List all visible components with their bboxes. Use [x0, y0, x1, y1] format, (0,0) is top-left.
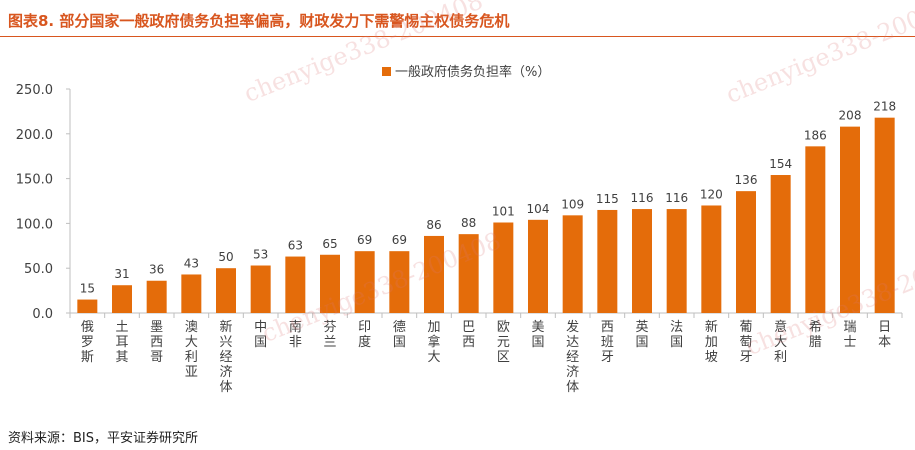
- bar-chart: 一般政府债务负担率（%） 0.0 50.0 100.0 150.0 200.0 250.0…: [16, 64, 903, 395]
- bar-value-label: 154: [769, 157, 792, 171]
- bar-value-label: 136: [735, 173, 758, 187]
- source-note: 资料来源：BIS，平安证券研究所: [8, 431, 199, 446]
- y-tick-label: 0.0: [32, 307, 53, 322]
- x-tick-label: 英国: [635, 320, 648, 350]
- bar: [458, 234, 479, 313]
- bar: [77, 299, 98, 313]
- bar: [250, 265, 271, 313]
- bar: [389, 251, 410, 313]
- bar: [597, 209, 618, 313]
- bar: [701, 205, 722, 313]
- x-tick-label: 澳大利亚: [185, 319, 198, 380]
- bar-value-label: 116: [665, 191, 688, 205]
- bar-value-label: 63: [288, 239, 303, 253]
- bar-value-label: 53: [253, 248, 268, 262]
- bar: [840, 126, 860, 313]
- bar-value-label: 109: [561, 197, 584, 211]
- bar: [181, 274, 202, 313]
- bar: [562, 215, 583, 313]
- bar-value-label: 15: [80, 282, 95, 296]
- legend-label: 一般政府债务负担率（%）: [395, 64, 550, 80]
- x-tick-label: 俄罗斯: [81, 320, 94, 365]
- bar-value-label: 104: [527, 202, 550, 216]
- bar: [528, 219, 548, 313]
- x-tick-label: 欧元区: [497, 320, 510, 365]
- bar: [216, 268, 236, 313]
- chart-legend: 一般政府债务负担率（%）: [382, 64, 550, 80]
- bar-value-label: 186: [804, 128, 827, 142]
- x-tick-label: 葡萄牙: [739, 320, 752, 365]
- bar-value-label: 101: [492, 205, 515, 219]
- bar-value-label: 88: [461, 216, 476, 230]
- x-tick-label: 芬兰: [323, 320, 336, 350]
- bar-value-label: 86: [426, 218, 441, 232]
- x-tick-label: 墨西哥: [150, 320, 163, 365]
- x-tick-label: 土耳其: [115, 320, 128, 365]
- bar: [736, 191, 756, 313]
- bar-value-label: 115: [596, 192, 619, 206]
- bar-value-label: 50: [218, 250, 233, 264]
- x-tick-label: 巴西: [462, 320, 475, 350]
- bar-value-label: 218: [873, 100, 896, 114]
- x-tick-label: 南非: [289, 319, 302, 350]
- bar: [112, 285, 132, 313]
- bar: [632, 209, 652, 313]
- bar-value-label: 36: [149, 263, 164, 277]
- bar: [424, 235, 444, 313]
- y-tick-label: 100.0: [16, 217, 53, 232]
- bar-value-label: 120: [700, 187, 723, 201]
- x-tick-label: 希腊: [809, 320, 822, 350]
- bar-value-label: 208: [839, 109, 862, 123]
- y-tick-label: 50.0: [24, 262, 53, 277]
- bar: [770, 175, 791, 313]
- bar-value-label: 31: [114, 267, 129, 281]
- x-tick-label: 美国: [531, 320, 544, 350]
- x-tick-label: 中国: [254, 320, 267, 350]
- x-tick-label: 西班牙: [601, 320, 614, 365]
- bar: [146, 280, 167, 313]
- bar: [285, 256, 306, 313]
- bar: [874, 117, 895, 313]
- bar: [354, 251, 375, 313]
- x-tick-label: 法国: [670, 320, 683, 350]
- y-tick-label: 250.0: [16, 83, 53, 98]
- x-tick-label: 日本: [878, 320, 891, 350]
- bar-series: 15 31 36 43 50 53 63 65 69 69 86 88 101 104 109 115 116 1…: [69, 100, 903, 318]
- title-divider: [0, 36, 915, 37]
- x-tick-label: 新兴经济体: [219, 319, 232, 395]
- y-tick-label: 150.0: [16, 173, 53, 188]
- x-tick-label: 印度: [358, 320, 371, 350]
- x-tick-label: 加拿大: [427, 320, 440, 365]
- bar: [320, 254, 340, 313]
- bar-value-label: 69: [392, 233, 407, 247]
- bar-value-label: 116: [631, 191, 654, 205]
- bar: [805, 146, 826, 313]
- y-tick-label: 200.0: [16, 128, 53, 143]
- x-tick-label: 意大利: [774, 319, 787, 365]
- legend-swatch: [382, 67, 391, 76]
- figure-title: 图表8. 部分国家一般政府债务负担率偏高，财政发力下需警惕主权债务危机: [8, 12, 510, 30]
- bar-value-label: 43: [184, 256, 199, 270]
- x-tick-label: 发达经济体: [566, 319, 579, 395]
- x-tick-label: 瑞士: [843, 320, 856, 350]
- x-tick-label: 德国: [393, 320, 406, 350]
- bar-value-label: 65: [322, 237, 337, 251]
- bar-value-label: 69: [357, 233, 372, 247]
- bar: [666, 209, 687, 313]
- bar: [493, 222, 514, 313]
- x-tick-label: 新加坡: [705, 319, 718, 365]
